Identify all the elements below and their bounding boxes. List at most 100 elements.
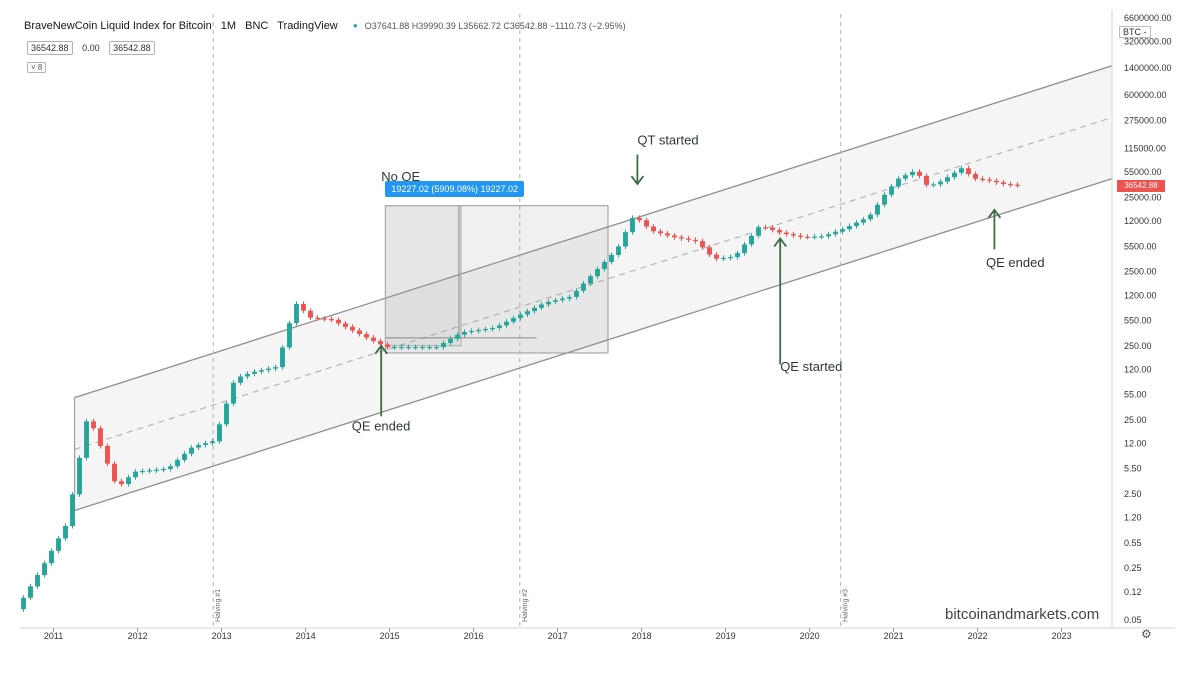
x-tick-label: 2018 (632, 631, 652, 641)
candle-body-120 (861, 219, 866, 223)
exchange-label: BNC (245, 20, 269, 32)
source-label: TradingView (277, 20, 338, 32)
y-tick-label: 550.00 (1124, 315, 1152, 325)
candle-body-74 (539, 304, 544, 308)
candle-body-4 (49, 550, 54, 564)
candle-body-51 (378, 340, 383, 345)
candle-body-40 (301, 303, 306, 311)
candle-body-70 (511, 318, 516, 322)
candle-body-44 (329, 319, 334, 321)
last-price-tag: 36542.88 (1117, 180, 1165, 192)
candle-body-26 (203, 443, 208, 445)
x-tick-label: 2019 (716, 631, 736, 641)
candle-body-37 (280, 347, 285, 368)
y-tick-label: 2500.00 (1124, 267, 1157, 277)
gear-icon[interactable]: ⚙ (1141, 627, 1152, 641)
candle-body-58 (427, 347, 432, 349)
x-tick-label: 2013 (212, 631, 232, 641)
candle-body-6 (63, 526, 68, 539)
ohlc-values: O37641.88 H39990.39 L35662.72 C36542.88 … (364, 21, 626, 31)
candle-body-94 (679, 237, 684, 239)
candle-body-115 (826, 234, 831, 237)
candle-body-114 (819, 236, 824, 238)
candle-body-20 (161, 469, 166, 471)
candle-body-65 (476, 329, 481, 332)
candle-body-101 (728, 257, 733, 259)
candle-body-133 (952, 172, 957, 178)
candle-body-122 (875, 204, 880, 215)
candle-body-135 (966, 168, 971, 175)
candle-body-108 (777, 229, 782, 233)
price-box-left[interactable]: 36542.88 (27, 41, 73, 55)
y-tick-label: 3200000.00 (1124, 36, 1172, 46)
annotation-4: QE started (780, 359, 842, 374)
candle-body-82 (595, 268, 600, 277)
candle-body-100 (721, 257, 726, 260)
candle-body-71 (518, 314, 523, 319)
candle-body-105 (756, 227, 761, 236)
candle-body-69 (504, 321, 509, 326)
channel-upper-line (74, 65, 1113, 399)
candle-body-25 (196, 444, 201, 448)
candle-body-62 (455, 334, 460, 339)
y-tick-label: 115000.00 (1124, 143, 1166, 153)
candle-body-21 (168, 466, 173, 470)
candle-body-7 (70, 494, 75, 527)
candle-body-49 (364, 334, 369, 338)
candle-body-92 (665, 233, 670, 236)
annotation-1: No QE (381, 169, 420, 184)
x-tick-label: 2021 (884, 631, 904, 641)
candle-body-118 (847, 226, 852, 230)
candle-body-142 (1015, 184, 1020, 186)
candle-body-72 (525, 311, 530, 315)
candle-body-5 (56, 538, 61, 551)
candle-body-32 (245, 373, 250, 377)
candle-body-112 (805, 236, 810, 239)
candle-body-76 (553, 300, 558, 302)
y-tick-label: 25000.00 (1124, 193, 1162, 203)
candle-body-132 (945, 177, 950, 182)
candle-body-0 (21, 597, 26, 610)
y-tick-label: 5500.00 (1124, 241, 1157, 251)
candle-body-27 (210, 441, 215, 444)
currency-label[interactable]: BTC - (1119, 26, 1151, 38)
indicator-toggle[interactable]: ˅ 8 (27, 62, 47, 73)
candle-body-119 (854, 222, 859, 227)
y-tick-label: 0.12 (1124, 587, 1142, 597)
candle-body-84 (609, 254, 614, 262)
candle-body-41 (308, 310, 313, 318)
candle-body-50 (371, 337, 376, 341)
arrow-head-3 (773, 237, 787, 248)
measure-range-box (384, 205, 462, 347)
symbol-title[interactable]: BraveNewCoin Liquid Index for Bitcoin (24, 20, 212, 32)
candle-body-80 (581, 283, 586, 291)
interval-label[interactable]: 1M (220, 20, 237, 32)
arrow-head-4 (987, 208, 1002, 219)
candle-body-19 (154, 469, 159, 471)
candle-body-9 (84, 421, 89, 458)
candle-body-28 (217, 424, 222, 442)
halving-label-1: Halving #1 (215, 589, 222, 622)
candle-body-11 (98, 428, 103, 446)
candle-body-96 (693, 239, 698, 242)
candle-body-95 (686, 238, 691, 240)
y-axis: 6600000.00 3200000.00 1400000.00 600000.00 2… (1124, 13, 1172, 625)
candle-body-78 (567, 296, 572, 299)
candle-body-48 (357, 330, 362, 335)
candle-body-55 (406, 347, 411, 349)
candle-body-38 (287, 323, 292, 348)
x-tick-label: 2020 (800, 631, 820, 641)
candle-body-60 (441, 342, 446, 348)
y-tick-label: 12000.00 (1124, 216, 1162, 226)
candle-body-131 (938, 181, 943, 185)
annotation-5: QE ended (986, 255, 1045, 270)
candle-body-68 (497, 325, 502, 328)
candle-body-17 (140, 470, 145, 473)
y-tick-label: 55000.00 (1124, 167, 1162, 177)
x-tick-label: 2022 (968, 631, 988, 641)
price-box-right[interactable]: 36542.88 (109, 41, 155, 55)
candle-body-99 (714, 254, 719, 259)
x-axis: 2011 2012 2013 2014 2015 2016 2017 2018 2019 2020… (44, 628, 1072, 641)
price-box-mid: 0.00 (82, 43, 100, 53)
